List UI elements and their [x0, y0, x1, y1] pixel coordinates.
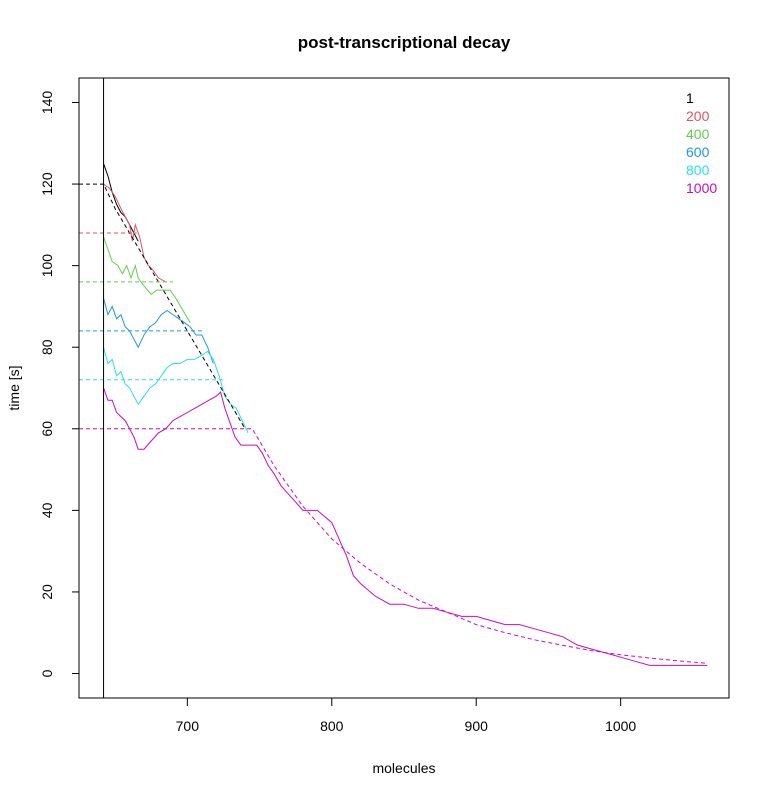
series-line-4 — [103, 347, 249, 434]
series-line-2 — [103, 236, 191, 323]
legend-entry: 400 — [686, 126, 710, 142]
y-tick-label: 0 — [39, 669, 55, 677]
legend-entry: 1000 — [686, 180, 717, 196]
x-tick-label: 800 — [320, 718, 344, 734]
x-tick-label: 900 — [465, 718, 489, 734]
legend-entry: 200 — [686, 108, 710, 124]
y-tick-label: 120 — [39, 172, 55, 196]
x-tick-label: 1000 — [605, 718, 636, 734]
legend: 1 200 400 600 800 1000 — [686, 90, 717, 196]
y-axis-label: time [s] — [6, 365, 22, 410]
chart-title: post-transcriptional decay — [298, 33, 511, 52]
series-line-5 — [103, 387, 708, 666]
series-line-1 — [103, 183, 166, 283]
x-tick-label: 700 — [176, 718, 200, 734]
series-line-0 — [103, 163, 139, 242]
x-axis-label: molecules — [372, 760, 435, 776]
y-tick-label: 80 — [39, 339, 55, 355]
legend-entry: 600 — [686, 144, 710, 160]
series-line-6-fit — [79, 183, 246, 430]
y-tick-label: 100 — [39, 254, 55, 278]
y-tick-label: 20 — [39, 584, 55, 600]
series-line-11-fit — [79, 428, 708, 664]
y-tick-label: 140 — [39, 91, 55, 115]
y-tick-label: 60 — [39, 421, 55, 437]
series-layer — [79, 78, 708, 698]
y-tick-label: 40 — [39, 502, 55, 518]
legend-entry: 1 — [686, 90, 694, 106]
plot-frame — [78, 77, 730, 699]
legend-entry: 800 — [686, 162, 710, 178]
